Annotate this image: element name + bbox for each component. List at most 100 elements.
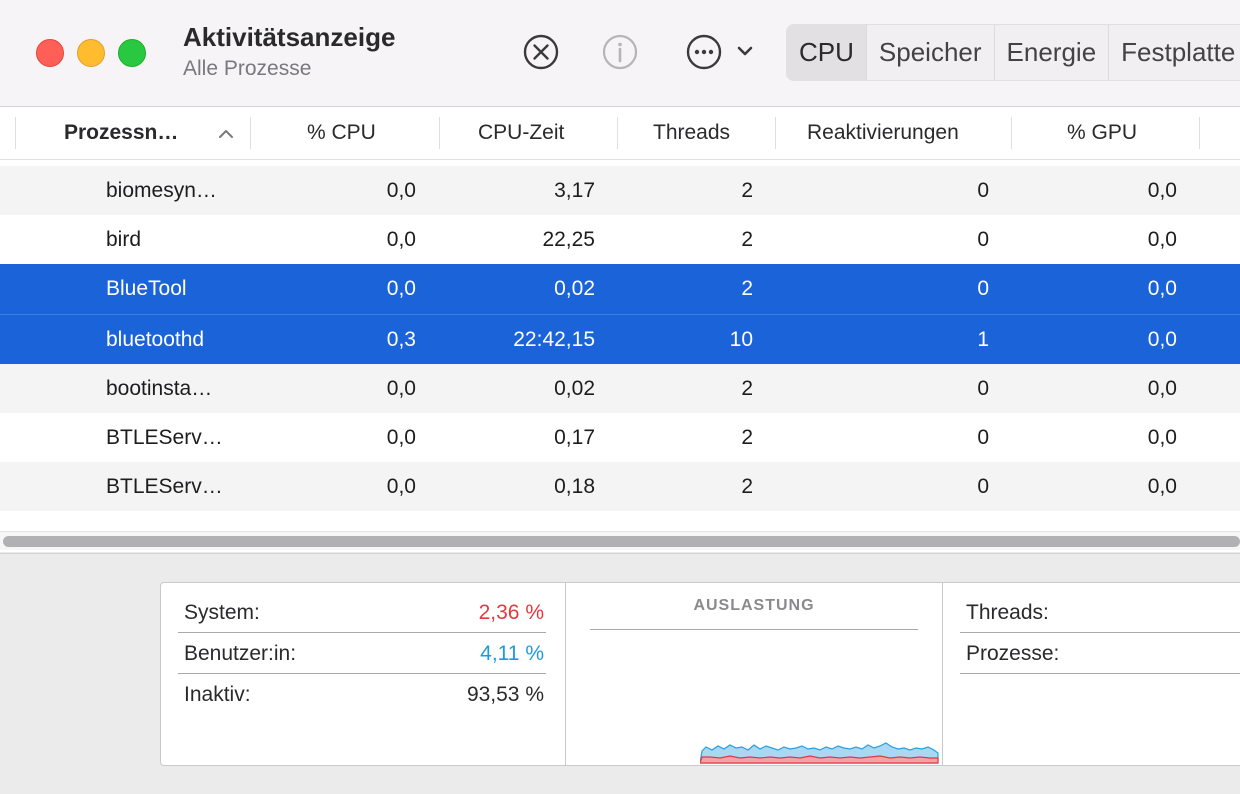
tab-cpu[interactable]: CPU: [787, 25, 867, 80]
process-name: biomesyn…: [106, 179, 217, 202]
process-count-panel: Threads: Prozesse:: [943, 583, 1240, 765]
zoom-window-button[interactable]: [118, 39, 146, 67]
info-icon[interactable]: [600, 32, 640, 77]
table-row[interactable]: bootinsta… 0,0 0,02 2 0 0,0: [0, 363, 1240, 413]
stat-system-value: 2,36 %: [478, 601, 544, 624]
cpu-percent: 0,0: [386, 277, 416, 301]
view-tabs: CPU Speicher Energie Festplatte: [786, 24, 1240, 81]
process-rows: biomesyn… 0,0 3,17 2 0 0,0 bird 0,0 22,2…: [0, 166, 1240, 512]
stat-threads: Threads:: [960, 592, 1240, 633]
window-title: Aktivitätsanzeige: [183, 22, 396, 52]
cpu-time: 0,02: [554, 376, 595, 400]
wakeup-count: 0: [977, 277, 989, 301]
gpu-percent: 0,0: [1147, 376, 1177, 400]
column-divider[interactable]: [15, 117, 16, 149]
table-row-selected[interactable]: BlueTool 0,0 0,02 2 0 0,0: [0, 264, 1240, 314]
stat-system: System: 2,36 %: [178, 592, 546, 633]
table-header: Prozessn… % CPU CPU-Zeit Threads Reaktiv…: [0, 107, 1240, 160]
column-divider[interactable]: [617, 117, 618, 149]
cpu-percent: 0,0: [386, 376, 416, 400]
cpu-percent: 0,0: [386, 425, 416, 449]
window-subtitle: Alle Prozesse: [183, 57, 312, 80]
stat-idle-value: 93,53 %: [466, 683, 544, 706]
table-row[interactable]: bird 0,0 22,25 2 0 0,0: [0, 215, 1240, 265]
column-header-gpu[interactable]: % GPU: [1067, 121, 1138, 144]
system-load-area: [700, 755, 939, 764]
stat-system-label: System:: [184, 601, 260, 624]
process-name: bluetoothd: [106, 327, 205, 351]
tab-speicher[interactable]: Speicher: [867, 25, 995, 80]
sort-ascending-icon: [217, 107, 235, 159]
stat-idle: Inaktiv: 93,53 %: [178, 674, 546, 714]
gpu-percent: 0,0: [1147, 475, 1177, 499]
toolbar: Aktivitätsanzeige Alle Prozesse CPU Sp: [0, 0, 1240, 107]
cpu-percent: 0,0: [386, 179, 416, 202]
cpu-load-graph: [700, 742, 939, 764]
horizontal-scrollbar[interactable]: [0, 531, 1240, 550]
column-header-cpu[interactable]: % CPU: [307, 121, 376, 144]
chevron-down-icon: [737, 46, 753, 56]
stop-process-icon[interactable]: [521, 32, 561, 77]
table-row[interactable]: BTLEServ… 0,0 0,18 2 0 0,0: [0, 462, 1240, 512]
table-row[interactable]: BTLEServ… 0,0 0,17 2 0 0,0: [0, 412, 1240, 463]
minimize-window-button[interactable]: [77, 39, 105, 67]
stat-processes-label: Prozesse:: [966, 642, 1060, 665]
stat-user-label: Benutzer:in:: [184, 642, 297, 665]
column-header-cpu-time[interactable]: CPU-Zeit: [478, 121, 565, 144]
thread-count: 2: [741, 277, 753, 301]
cpu-percent: 0,0: [386, 475, 416, 499]
tab-energie[interactable]: Energie: [995, 25, 1110, 80]
cpu-percent: 0,3: [386, 327, 416, 351]
more-actions-button[interactable]: [684, 32, 764, 72]
process-name: BTLEServ…: [106, 425, 223, 449]
thread-count: 2: [741, 228, 753, 252]
gpu-percent: 0,0: [1147, 425, 1177, 449]
column-header-threads[interactable]: Threads: [653, 121, 731, 144]
stat-processes: Prozesse:: [960, 633, 1240, 674]
cpu-time: 22:42,15: [513, 327, 595, 351]
stat-user-value: 4,11 %: [480, 642, 544, 665]
wakeup-count: 0: [977, 475, 989, 499]
thread-count: 10: [729, 327, 753, 351]
more-icon: [686, 34, 722, 70]
graph-divider: [590, 629, 918, 630]
wakeup-count: 0: [977, 179, 989, 202]
column-divider[interactable]: [1011, 117, 1012, 149]
cpu-time: 0,02: [554, 277, 595, 301]
column-divider[interactable]: [1199, 117, 1200, 149]
close-window-button[interactable]: [36, 39, 64, 67]
scrollbar-thumb[interactable]: [3, 536, 1240, 547]
thread-count: 2: [741, 179, 753, 202]
gpu-percent: 0,0: [1147, 327, 1177, 351]
cpu-time: 0,18: [554, 475, 595, 499]
process-table: Prozessn… % CPU CPU-Zeit Threads Reaktiv…: [0, 107, 1240, 552]
wakeup-count: 0: [977, 376, 989, 400]
gpu-percent: 0,0: [1147, 179, 1177, 202]
thread-count: 2: [741, 376, 753, 400]
tab-festplatte[interactable]: Festplatte: [1109, 25, 1240, 80]
column-divider[interactable]: [250, 117, 251, 149]
graph-title: AUSLASTUNG: [693, 597, 815, 614]
gpu-percent: 0,0: [1147, 277, 1177, 301]
column-divider[interactable]: [775, 117, 776, 149]
column-header-wakeups[interactable]: Reaktivierungen: [807, 121, 959, 144]
cpu-stats-box: System: 2,36 % Benutzer:in: 4,11 % Inakt…: [160, 582, 1240, 766]
table-row[interactable]: biomesyn… 0,0 3,17 2 0 0,0: [0, 166, 1240, 216]
cpu-summary-panel: System: 2,36 % Benutzer:in: 4,11 % Inakt…: [0, 553, 1240, 794]
column-divider[interactable]: [439, 117, 440, 149]
thread-count: 2: [741, 475, 753, 499]
thread-count: 2: [741, 425, 753, 449]
process-name: bootinsta…: [106, 376, 213, 400]
stat-threads-label: Threads:: [966, 601, 1049, 624]
cpu-time: 0,17: [554, 425, 595, 449]
column-header-process-name[interactable]: Prozessn…: [64, 121, 179, 144]
cpu-time: 3,17: [554, 179, 595, 202]
wakeup-count: 1: [977, 327, 989, 351]
cpu-load-graph-panel: AUSLASTUNG: [566, 583, 943, 765]
stat-user: Benutzer:in: 4,11 %: [178, 633, 546, 674]
stat-idle-label: Inaktiv:: [184, 683, 251, 706]
process-name: BTLEServ…: [106, 475, 223, 499]
table-row-selected[interactable]: bluetoothd 0,3 22:42,15 10 1 0,0: [0, 313, 1240, 364]
wakeup-count: 0: [977, 425, 989, 449]
cpu-percent: 0,0: [386, 228, 416, 252]
